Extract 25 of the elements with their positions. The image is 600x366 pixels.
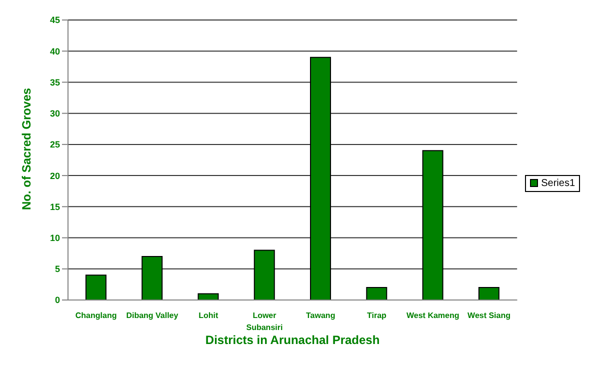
x-tick-label: Lohit [198, 311, 218, 320]
y-tick-label: 40 [50, 46, 60, 56]
bar [478, 287, 500, 300]
bar [366, 287, 388, 300]
y-tick-label: 15 [50, 202, 60, 212]
x-tick-label: Tirap [367, 311, 387, 320]
y-tick-label: 30 [50, 108, 60, 119]
x-axis-title: Districts in Arunachal Pradesh [205, 333, 380, 347]
y-axis-title: No. of Sacred Groves [19, 88, 34, 210]
y-tick-label: 20 [50, 170, 60, 181]
legend-label: Series1 [541, 178, 575, 188]
x-tick-label: Tawang [306, 311, 336, 320]
y-tick-label: 5 [54, 264, 60, 274]
y-tick-label: 35 [50, 77, 60, 88]
x-tick-label: Changlang [75, 311, 117, 320]
x-tick-label: Lower Subansiri [246, 311, 283, 332]
x-tick-label: West Siang [468, 311, 511, 320]
x-tick-label: West Kameng [406, 311, 460, 320]
y-tick-label: 25 [50, 140, 60, 150]
bar [85, 274, 106, 300]
y-tick-label: 0 [54, 295, 60, 306]
y-tick-label: 10 [50, 232, 60, 243]
bar [198, 293, 219, 300]
y-tick-label: 45 [50, 15, 60, 26]
x-tick-label: Dibang Valley [126, 311, 179, 320]
